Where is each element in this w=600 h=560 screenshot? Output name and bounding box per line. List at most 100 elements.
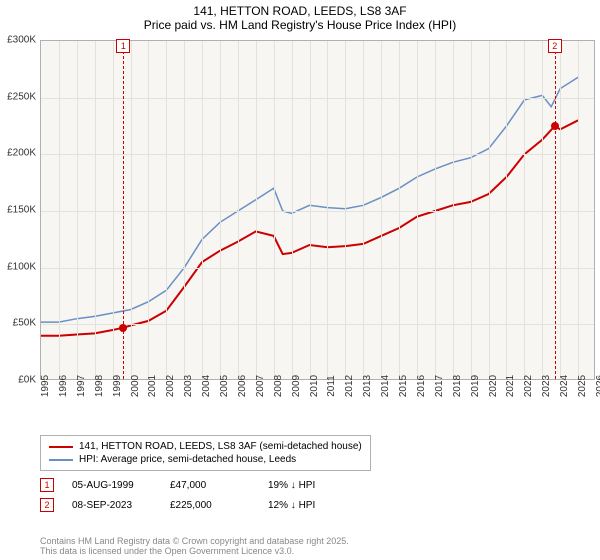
- grid-line-v: [310, 41, 311, 379]
- x-tick-label: 1998: [94, 375, 105, 397]
- x-tick-label: 2006: [237, 375, 248, 397]
- y-tick-label: £250K: [7, 91, 36, 102]
- grid-line-v: [435, 41, 436, 379]
- grid-line-v: [560, 41, 561, 379]
- data-point-diff: 12% ↓ HPI: [268, 500, 348, 511]
- y-tick-label: £150K: [7, 205, 36, 216]
- x-tick-label: 2020: [488, 375, 499, 397]
- grid-line-v: [113, 41, 114, 379]
- x-tick-label: 2021: [505, 375, 516, 397]
- marker-dot-1: [119, 324, 127, 332]
- grid-line-v: [238, 41, 239, 379]
- x-tick-label: 1997: [76, 375, 87, 397]
- x-tick-label: 2002: [165, 375, 176, 397]
- footer-line2: This data is licensed under the Open Gov…: [40, 546, 349, 556]
- x-tick-label: 2008: [273, 375, 284, 397]
- x-tick-label: 2004: [201, 375, 212, 397]
- data-point-diff: 19% ↓ HPI: [268, 480, 348, 491]
- x-tick-label: 2007: [255, 375, 266, 397]
- chart-title-line1: 141, HETTON ROAD, LEEDS, LS8 3AF: [0, 0, 600, 18]
- data-point-table: 1 05-AUG-1999 £47,000 19% ↓ HPI 2 08-SEP-2023…: [40, 478, 348, 518]
- grid-line-v: [77, 41, 78, 379]
- marker-box-1: 1: [116, 39, 130, 53]
- data-point-row: 2 08-SEP-2023 £225,000 12% ↓ HPI: [40, 498, 348, 512]
- grid-line-v: [506, 41, 507, 379]
- data-point-price: £225,000: [170, 500, 250, 511]
- x-tick-label: 2022: [523, 375, 534, 397]
- grid-line-v: [95, 41, 96, 379]
- data-point-price: £47,000: [170, 480, 250, 491]
- grid-line-v: [363, 41, 364, 379]
- y-tick-label: £50K: [13, 318, 36, 329]
- x-tick-label: 2000: [130, 375, 141, 397]
- legend-swatch: [49, 459, 73, 461]
- grid-line-v: [202, 41, 203, 379]
- grid-line-v: [327, 41, 328, 379]
- grid-line-v: [578, 41, 579, 379]
- plot-area: 12: [40, 40, 595, 380]
- data-point-date: 08-SEP-2023: [72, 500, 152, 511]
- x-tick-label: 2015: [398, 375, 409, 397]
- x-tick-label: 2026: [595, 375, 600, 397]
- x-axis: 1995199619971998199920002001200220032004…: [40, 382, 595, 437]
- x-tick-label: 2017: [434, 375, 445, 397]
- footer: Contains HM Land Registry data © Crown c…: [40, 536, 349, 556]
- grid-line-v: [131, 41, 132, 379]
- grid-line-v: [292, 41, 293, 379]
- x-tick-label: 2023: [541, 375, 552, 397]
- grid-line-v: [524, 41, 525, 379]
- legend-swatch: [49, 446, 73, 448]
- grid-line-v: [184, 41, 185, 379]
- grid-line-v: [256, 41, 257, 379]
- grid-line-v: [453, 41, 454, 379]
- x-tick-label: 2018: [452, 375, 463, 397]
- chart-area: 12: [40, 40, 595, 410]
- grid-line-v: [220, 41, 221, 379]
- x-tick-label: 2016: [416, 375, 427, 397]
- marker-line-2: [555, 41, 556, 379]
- grid-line-v: [489, 41, 490, 379]
- x-tick-label: 2012: [344, 375, 355, 397]
- grid-line-v: [471, 41, 472, 379]
- legend-item: 141, HETTON ROAD, LEEDS, LS8 3AF (semi-d…: [49, 440, 362, 453]
- grid-line-v: [542, 41, 543, 379]
- y-tick-label: £300K: [7, 35, 36, 46]
- x-tick-label: 1999: [112, 375, 123, 397]
- legend: 141, HETTON ROAD, LEEDS, LS8 3AF (semi-d…: [40, 435, 371, 471]
- grid-line-v: [345, 41, 346, 379]
- grid-line-v: [417, 41, 418, 379]
- x-tick-label: 2024: [559, 375, 570, 397]
- data-point-date: 05-AUG-1999: [72, 480, 152, 491]
- x-tick-label: 2011: [326, 375, 337, 397]
- x-tick-label: 1996: [58, 375, 69, 397]
- y-axis: £0K£50K£100K£150K£200K£250K£300K: [0, 40, 38, 380]
- x-tick-label: 2013: [362, 375, 373, 397]
- x-tick-label: 2003: [183, 375, 194, 397]
- grid-line-v: [148, 41, 149, 379]
- grid-line-v: [381, 41, 382, 379]
- footer-line1: Contains HM Land Registry data © Crown c…: [40, 536, 349, 546]
- marker-box-2: 2: [548, 39, 562, 53]
- x-tick-label: 2014: [380, 375, 391, 397]
- y-tick-label: £200K: [7, 148, 36, 159]
- legend-label: HPI: Average price, semi-detached house,…: [79, 454, 296, 465]
- x-tick-label: 2001: [147, 375, 158, 397]
- x-tick-label: 2025: [577, 375, 588, 397]
- chart-title-line2: Price paid vs. HM Land Registry's House …: [0, 18, 600, 34]
- y-tick-label: £0K: [18, 375, 36, 386]
- grid-line-v: [59, 41, 60, 379]
- x-tick-label: 2019: [470, 375, 481, 397]
- legend-item: HPI: Average price, semi-detached house,…: [49, 453, 362, 466]
- grid-line-v: [274, 41, 275, 379]
- data-point-row: 1 05-AUG-1999 £47,000 19% ↓ HPI: [40, 478, 348, 492]
- marker-dot-2: [551, 122, 559, 130]
- y-tick-label: £100K: [7, 261, 36, 272]
- data-point-marker: 1: [40, 478, 54, 492]
- data-point-marker: 2: [40, 498, 54, 512]
- x-tick-label: 2009: [291, 375, 302, 397]
- x-tick-label: 2005: [219, 375, 230, 397]
- legend-label: 141, HETTON ROAD, LEEDS, LS8 3AF (semi-d…: [79, 441, 362, 452]
- grid-line-v: [399, 41, 400, 379]
- x-tick-label: 1995: [40, 375, 51, 397]
- x-tick-label: 2010: [309, 375, 320, 397]
